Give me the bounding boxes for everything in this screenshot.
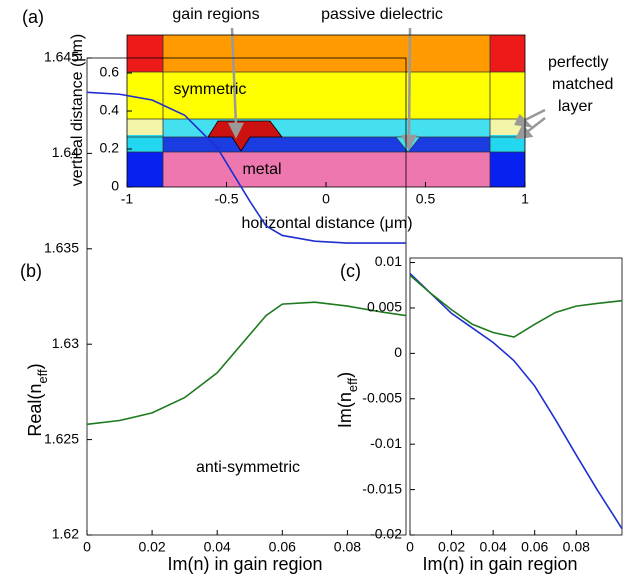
y-axis-label: vertical distance (μm) — [69, 34, 86, 186]
y-tick-label: 1.635 — [44, 240, 79, 256]
line-series — [86, 91, 406, 244]
line-series — [409, 274, 623, 338]
annotation: metal — [242, 161, 281, 178]
panel-label: (b) — [20, 261, 42, 281]
annotation: passive dielectric — [321, 6, 443, 23]
x-tick-label: 0.06 — [269, 539, 296, 555]
x-axis-label: horizontal distance (μm) — [241, 215, 412, 232]
y-tick-label: 0.005 — [367, 299, 402, 315]
annotation: layer — [558, 98, 593, 115]
plot-frame — [409, 257, 623, 536]
line-series — [409, 272, 623, 530]
x-tick-label: 0 — [83, 539, 91, 555]
y-tick-label: 0.01 — [375, 253, 402, 269]
y-tick-label: 1.625 — [44, 430, 79, 446]
x-tick-label: 0.02 — [438, 539, 465, 555]
x-axis-label: Im(n) in gain region — [422, 554, 577, 574]
y-label-part: ) — [335, 372, 355, 378]
y-label-part: eff — [35, 369, 50, 384]
x-tick-label: 0.02 — [138, 539, 165, 555]
y-tick-label: 0.4 — [100, 102, 120, 118]
y-tick-label: -0.005 — [362, 389, 402, 405]
y-tick-label: 0 — [111, 178, 119, 194]
y-tick-label: 1.64 — [52, 144, 79, 160]
y-tick-label: 0 — [394, 344, 402, 360]
line-series — [86, 301, 407, 426]
x-tick-label: 0.04 — [480, 539, 507, 555]
y-axis-label: Im(neff) — [335, 372, 360, 428]
plots: (a) -1 -0.5 0 0.5 1 0 0.2 0.4 0.6 horizontal dista… — [20, 6, 623, 574]
x-tick-label: 0.5 — [416, 191, 436, 207]
layer-structure — [127, 35, 525, 187]
y-label-part: eff — [345, 378, 360, 393]
x-tick-label: -0.5 — [214, 191, 238, 207]
y-tick-label: 0.6 — [100, 64, 120, 80]
y-tick-label: -0.01 — [370, 435, 402, 451]
x-tick-label: 0.08 — [334, 539, 361, 555]
y-tick-label: 1.645 — [44, 49, 79, 65]
x-tick-label: 1 — [521, 191, 529, 207]
panel-label: (c) — [340, 261, 361, 281]
x-tick-label: 0 — [322, 191, 330, 207]
y-tick-label: 0.2 — [100, 140, 120, 156]
y-label-part: Im(n — [335, 392, 355, 428]
y-tick-label: -0.02 — [370, 526, 402, 542]
y-tick-label: 1.62 — [52, 526, 79, 542]
y-tick-label: 1.63 — [52, 335, 79, 351]
annotation: gain regions — [172, 6, 259, 23]
y-label-part: Real(n — [25, 384, 45, 437]
plot-frame — [86, 57, 407, 536]
x-tick-label: 0.08 — [563, 539, 590, 555]
x-tick-label: -1 — [121, 191, 134, 207]
series-label: symmetric — [174, 81, 247, 98]
annotation: matched — [552, 76, 613, 93]
series-label: anti-symmetric — [196, 459, 300, 476]
x-axis-label: Im(n) in gain region — [167, 554, 322, 574]
x-tick-label: 0.04 — [204, 539, 231, 555]
x-tick-label: 0 — [406, 539, 414, 555]
panel-label: (a) — [22, 7, 44, 27]
annotation: perfectly — [548, 54, 608, 71]
y-label-part: ) — [25, 363, 45, 369]
y-axis-label: Real(neff) — [25, 363, 50, 436]
x-tick-label: 0.06 — [521, 539, 548, 555]
y-tick-label: -0.015 — [362, 480, 402, 496]
